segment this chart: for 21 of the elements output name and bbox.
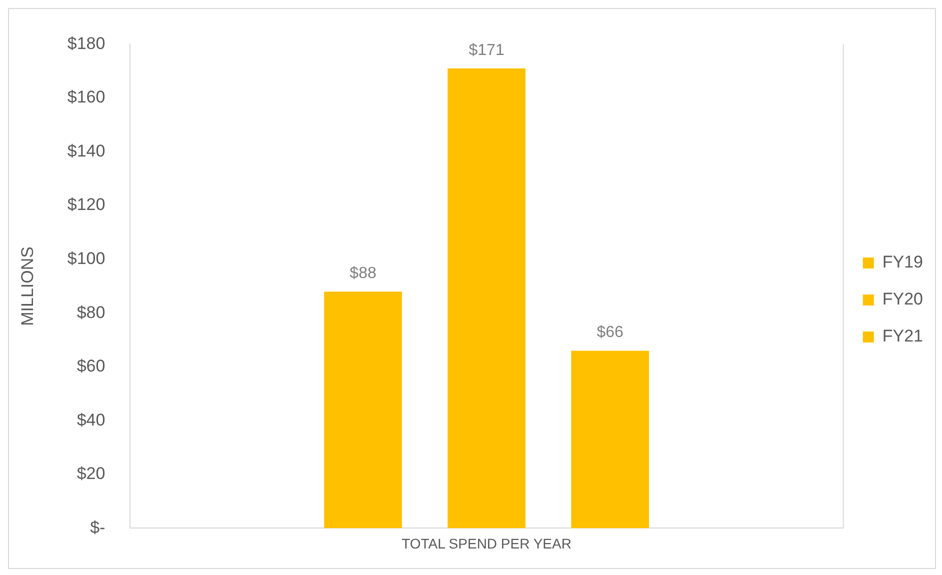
y-tick-label: $180	[67, 34, 106, 53]
y-tick-label: $-	[90, 518, 106, 537]
x-tick-label: TOTAL SPEND PER YEAR	[402, 535, 572, 552]
data-label: $66	[596, 324, 624, 342]
y-tick-label: $60	[76, 356, 106, 376]
data-label: $171	[468, 42, 504, 59]
y-tick-label: $140	[67, 141, 106, 160]
y-tick-label: $120	[67, 195, 106, 214]
bar	[571, 350, 649, 528]
legend-label: FY19	[882, 252, 924, 272]
data-label: $88	[350, 264, 376, 282]
y-tick-label: $20	[76, 464, 106, 484]
bar	[448, 68, 526, 528]
y-tick-label: $160	[67, 88, 106, 107]
bar	[324, 292, 402, 528]
y-tick-label: $80	[76, 302, 106, 322]
y-tick-label: $100	[67, 249, 106, 268]
legend-label: FY21	[882, 326, 924, 346]
legend-label: FY20	[882, 290, 924, 309]
y-tick-label: $40	[76, 410, 106, 430]
y-axis-title: MILLIONS	[18, 246, 37, 326]
